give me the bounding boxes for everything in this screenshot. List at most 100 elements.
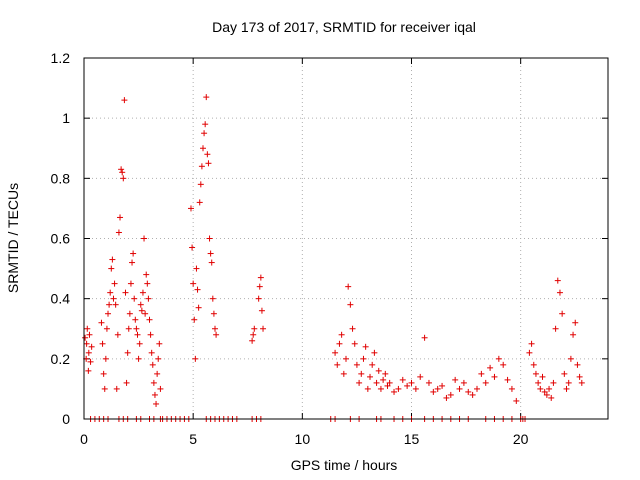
data-point (447, 391, 454, 398)
data-point (425, 379, 432, 386)
data-point (143, 271, 150, 278)
data-point (578, 379, 585, 386)
data-point (193, 265, 200, 272)
data-point (384, 382, 391, 389)
data-point (452, 376, 459, 383)
data-point (559, 310, 566, 317)
data-point (552, 325, 559, 332)
data-point (113, 385, 120, 392)
data-point (196, 199, 203, 206)
data-point (145, 295, 152, 302)
data-point (208, 259, 215, 266)
data-point (138, 307, 145, 314)
data-point (565, 379, 572, 386)
x-tick-label: 20 (513, 431, 529, 447)
data-point (345, 283, 352, 290)
x-tick-label: 15 (404, 431, 420, 447)
data-point (532, 370, 539, 377)
data-point (563, 385, 570, 392)
data-point (343, 355, 349, 362)
data-point (108, 265, 115, 272)
data-point (546, 385, 553, 392)
data-point (82, 334, 89, 341)
data-point (513, 397, 520, 404)
data-point (201, 130, 208, 137)
data-point (508, 385, 515, 392)
data-point (528, 340, 535, 347)
data-point (399, 376, 406, 383)
data-point (349, 325, 356, 332)
data-point (135, 355, 142, 362)
data-point (260, 325, 267, 332)
data-point (114, 331, 121, 338)
data-point (572, 319, 579, 326)
data-point (334, 361, 341, 368)
data-point (469, 391, 476, 398)
data-point (99, 340, 106, 347)
data-point (443, 394, 450, 401)
data-point (146, 316, 153, 323)
data-point (118, 166, 125, 173)
data-point (154, 370, 161, 377)
data-point (144, 280, 151, 287)
y-tick-label: 0.8 (51, 170, 71, 186)
data-point (347, 301, 354, 308)
data-point (84, 325, 91, 332)
data-point (206, 235, 213, 242)
data-point (85, 367, 92, 374)
data-point (198, 163, 205, 170)
y-tick-label: 0.6 (51, 231, 71, 247)
data-point (194, 286, 201, 293)
data-point (351, 340, 358, 347)
data-point (371, 349, 378, 356)
data-point (103, 325, 110, 332)
data-point (131, 295, 138, 302)
data-point (105, 310, 112, 317)
data-point (101, 385, 108, 392)
data-point (86, 331, 93, 338)
data-point (391, 388, 398, 395)
tick-labels: 0 5 10 15 20 0 0.2 0.4 0.6 0.8 1 1.2 (51, 50, 529, 447)
y-tick-label: 1 (62, 110, 70, 126)
data-point (87, 358, 94, 365)
data-point (258, 307, 265, 314)
data-point (129, 259, 136, 266)
data-point (421, 334, 428, 341)
data-point (255, 295, 262, 302)
data-point (548, 394, 555, 401)
data-point (500, 361, 507, 368)
data-point (124, 349, 131, 356)
data-point (465, 388, 472, 395)
data-point (88, 343, 95, 350)
y-axis-title: SRMTID / TECUs (5, 183, 21, 293)
data-point (340, 370, 347, 377)
data-point (404, 382, 411, 389)
data-point (205, 160, 212, 167)
data-point (203, 94, 210, 101)
data-point (156, 340, 163, 347)
data-point (195, 304, 202, 311)
x-tick-label: 5 (189, 431, 197, 447)
data-point (110, 295, 117, 302)
data-point (199, 145, 206, 152)
data-point (251, 325, 258, 332)
data-point (574, 361, 581, 368)
data-point (249, 337, 256, 344)
y-tick-label: 0 (62, 411, 70, 427)
data-point (367, 373, 374, 380)
data-point (102, 355, 109, 362)
data-point (85, 349, 92, 356)
data-point (98, 319, 105, 326)
data-point (107, 289, 114, 296)
data-point (106, 301, 113, 308)
data-point (482, 379, 489, 386)
data-point (151, 391, 158, 398)
data-point (191, 316, 198, 323)
data-point (561, 370, 568, 377)
data-point (382, 370, 389, 377)
data-point (362, 343, 369, 350)
data-point (256, 283, 263, 290)
data-point (358, 370, 365, 377)
